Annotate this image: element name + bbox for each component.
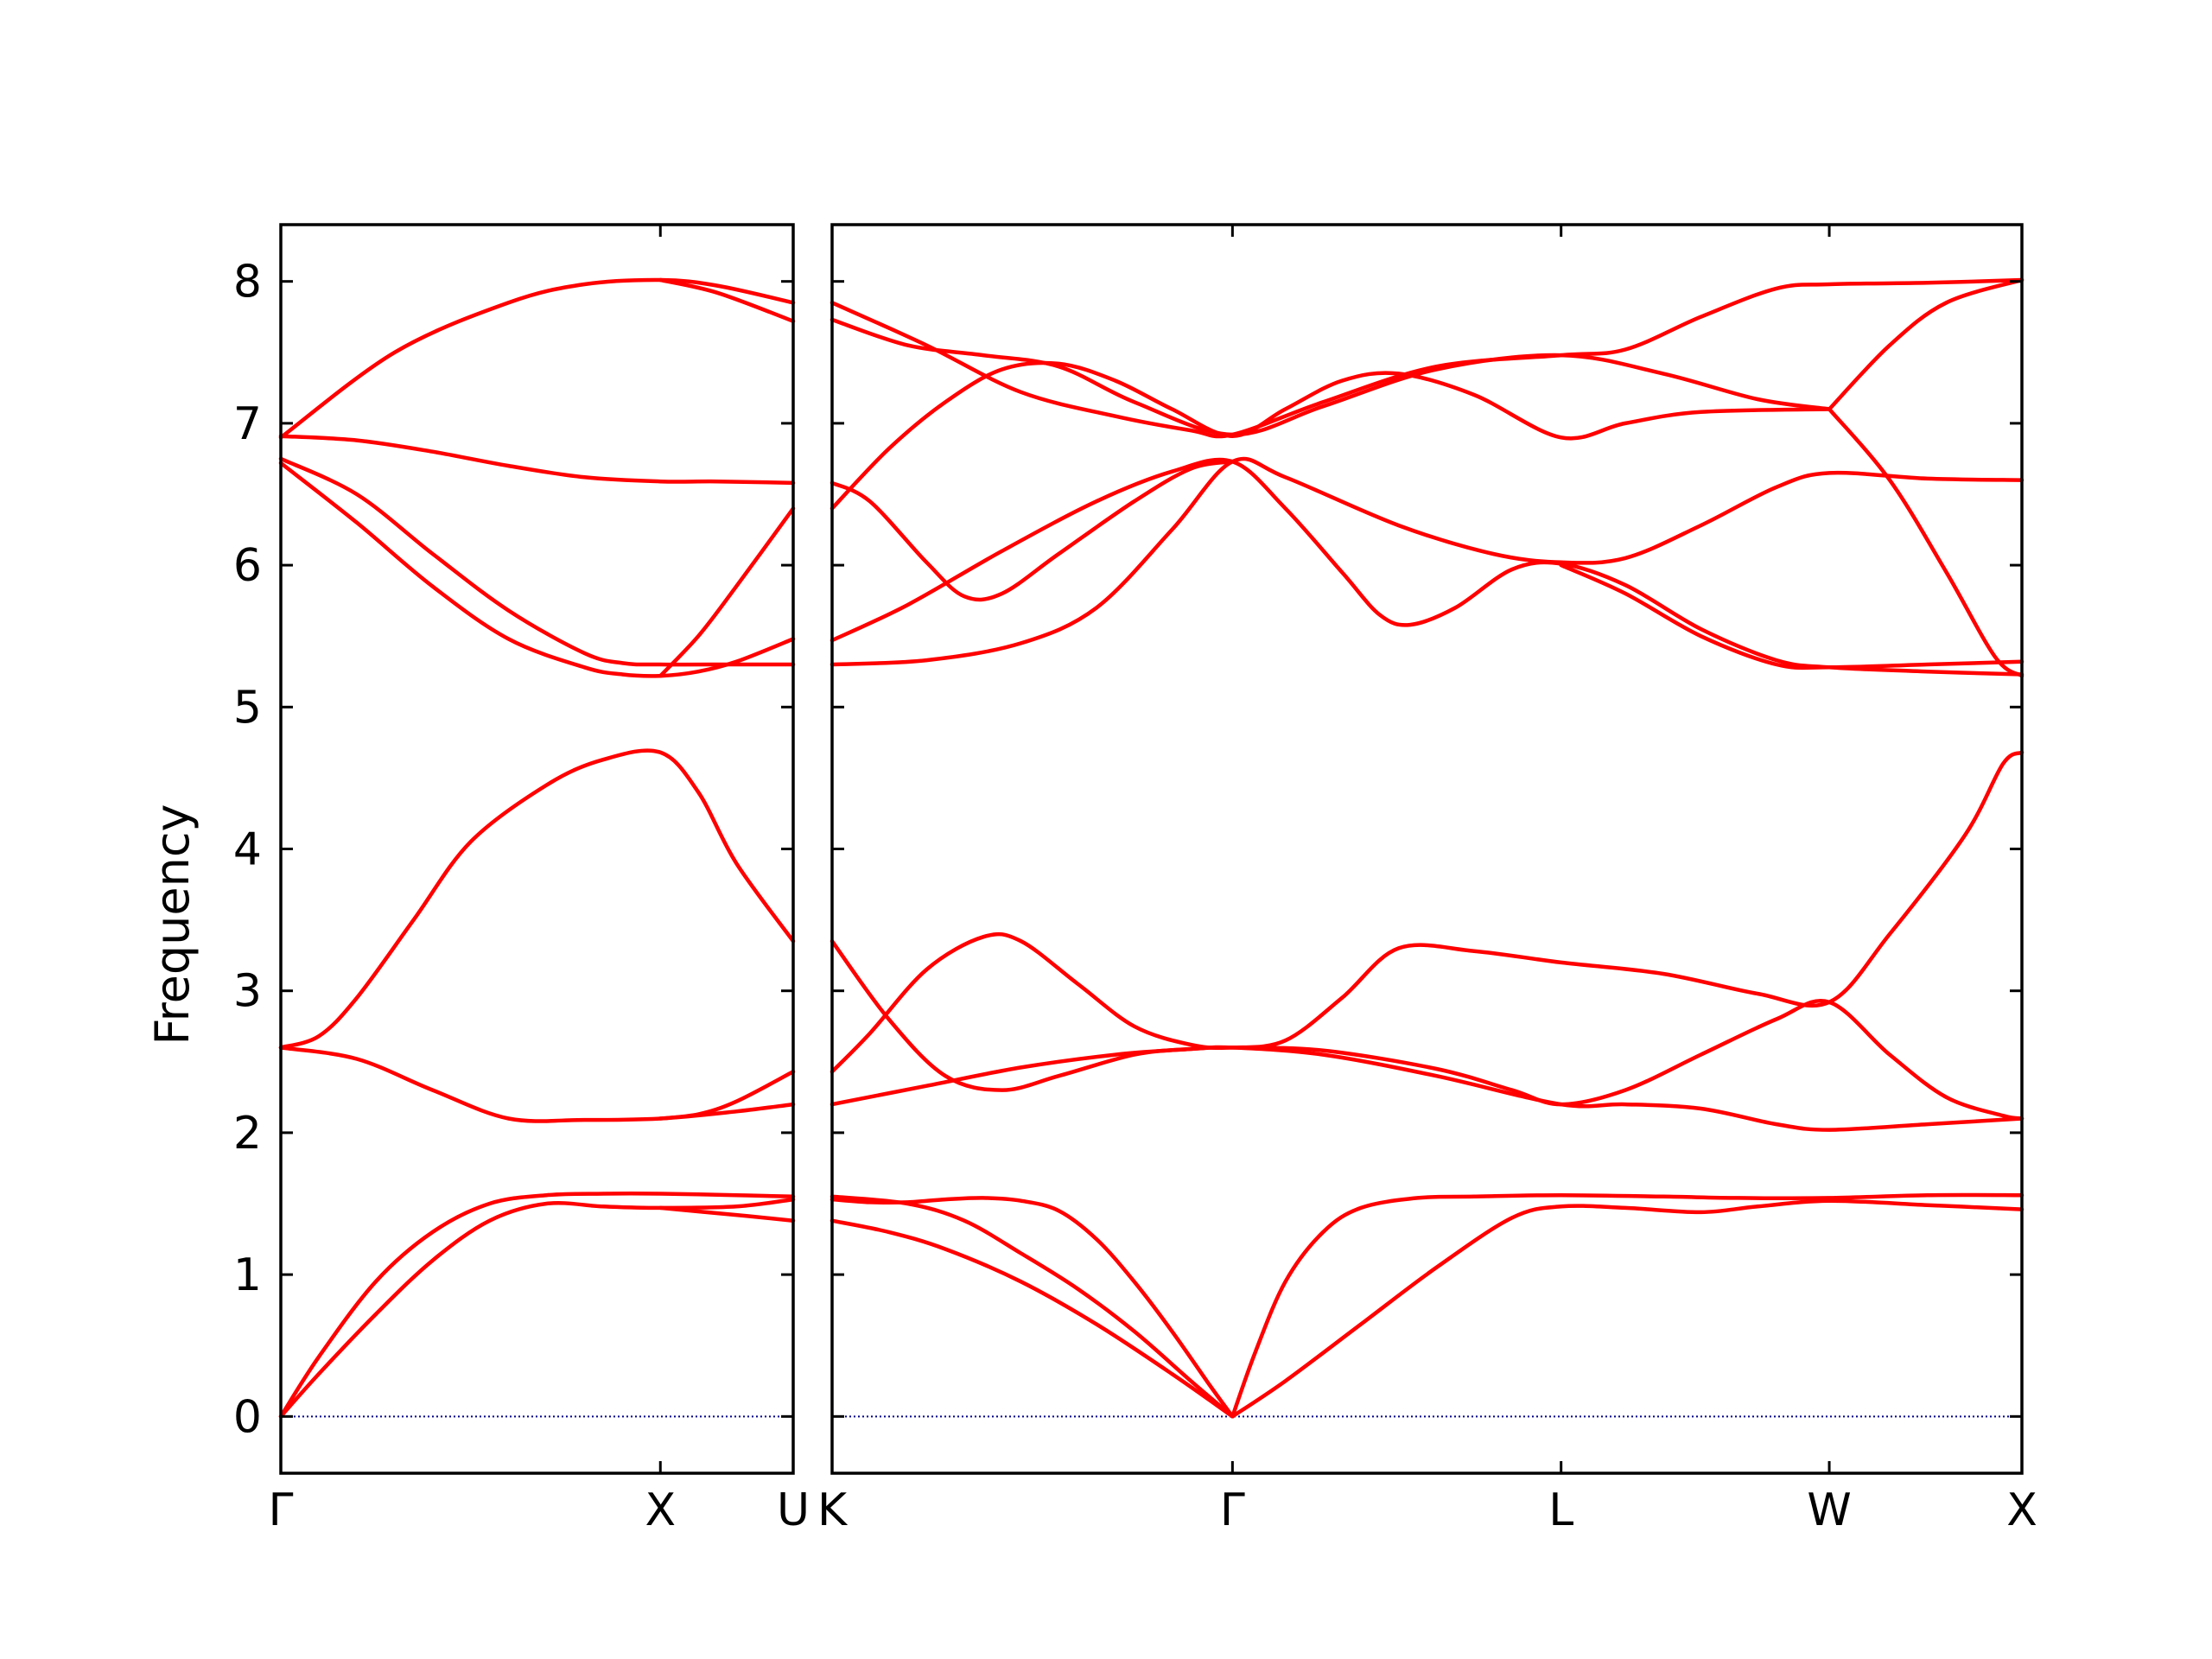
band-line: [1559, 563, 2024, 671]
band-line: [278, 456, 796, 667]
x-tick-label: U: [777, 1484, 810, 1536]
band-line: [658, 1205, 796, 1223]
y-tick-label: 0: [233, 1391, 262, 1443]
y-tick-label: 3: [233, 966, 262, 1018]
y-tick-label: 4: [233, 824, 262, 876]
band-line: [830, 1045, 2024, 1132]
band-line: [278, 1197, 796, 1419]
y-tick-label: 8: [233, 257, 262, 308]
band-line: [830, 1218, 1235, 1419]
band-line: [1827, 277, 2024, 411]
band-line: [278, 461, 796, 678]
x-tick-label: W: [1807, 1484, 1851, 1536]
band-line: [830, 456, 2024, 667]
x-tick-label: L: [1548, 1484, 1573, 1536]
band-line: [830, 360, 1832, 511]
x-tick-label: X: [2006, 1484, 2037, 1536]
band-line: [1827, 407, 2024, 678]
band-line: [278, 434, 796, 486]
panel-frame: [830, 223, 2024, 1475]
band-line: [278, 1192, 796, 1419]
band-line: [1230, 1198, 2024, 1419]
band-line: [830, 938, 2024, 1121]
band-line: [830, 457, 2024, 677]
band-line: [830, 277, 2024, 439]
x-tick-label: Γ: [1220, 1484, 1245, 1536]
band-line: [830, 750, 2024, 1074]
band-line: [278, 1046, 796, 1123]
band-line: [830, 1194, 1235, 1419]
band-line: [830, 459, 1235, 602]
band-line: [658, 506, 796, 678]
band-line: [278, 277, 796, 440]
x-tick-label: K: [817, 1484, 849, 1536]
y-tick-label: 2: [233, 1108, 262, 1160]
y-tick-label: 1: [233, 1249, 262, 1301]
y-tick-label: 5: [233, 682, 262, 734]
band-line: [1230, 1192, 2024, 1419]
panel-frame: [279, 223, 795, 1475]
x-tick-label: X: [645, 1484, 676, 1536]
band-line: [658, 1070, 796, 1121]
band-line: [278, 748, 796, 1050]
band-line: [830, 317, 1832, 437]
y-tick-label: 6: [233, 540, 262, 592]
y-tick-label: 7: [233, 398, 262, 450]
x-tick-label: Γ: [269, 1484, 294, 1536]
band-line: [658, 277, 796, 323]
y-axis-label: Frequency: [145, 804, 200, 1046]
band-line: [830, 1196, 1235, 1419]
